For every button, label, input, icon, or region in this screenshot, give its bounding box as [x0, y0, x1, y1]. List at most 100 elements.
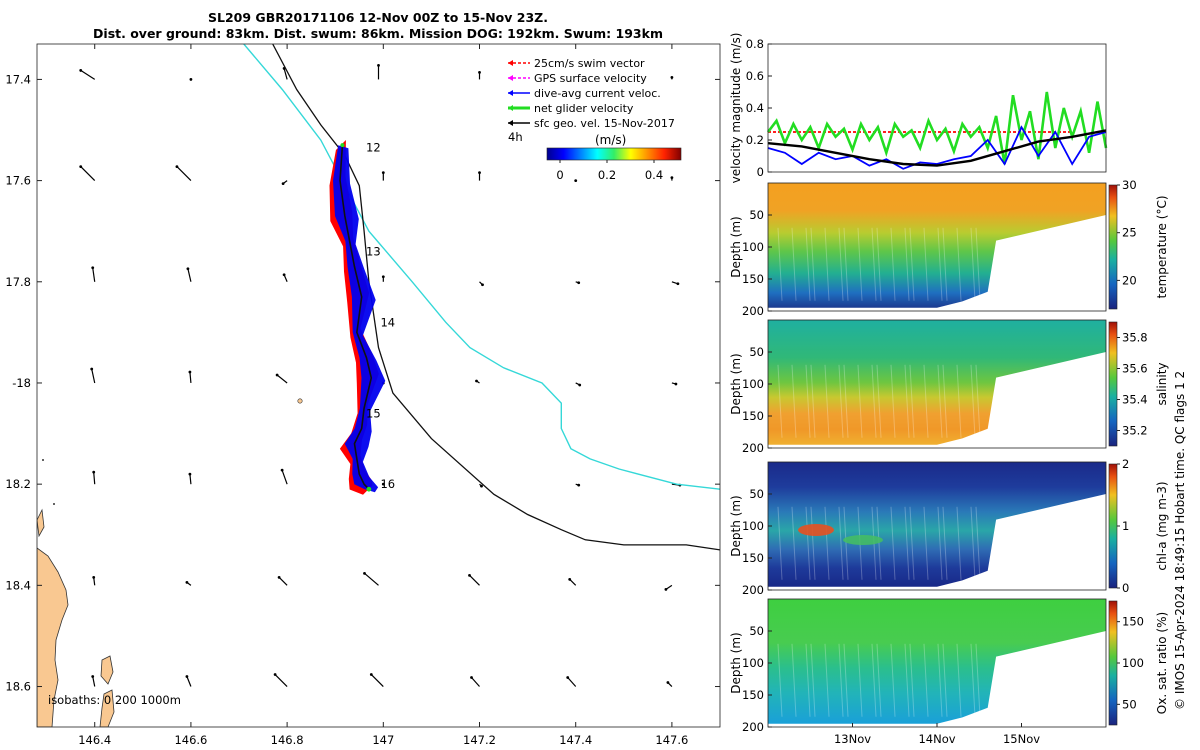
current-vector — [185, 675, 192, 687]
profile-streak — [923, 364, 929, 438]
x-tick-label: 13Nov — [834, 732, 871, 746]
colorbar-tick-label: 30 — [1122, 178, 1137, 192]
profile-streak — [843, 506, 849, 580]
section-panel-chl-a: 50 100 150 200 Depth (m) 0 1 2 chl-a (mg m-3) — [729, 457, 1169, 597]
profile-streak — [904, 364, 910, 438]
credit-text: © IMOS 15-Apr-2024 18:49:15 Hobart time.… — [1173, 371, 1187, 710]
colorbar — [1108, 321, 1118, 447]
profile-streak — [791, 643, 797, 717]
track-end-marker — [366, 486, 372, 492]
current-vector — [479, 483, 483, 488]
map-plot-area: 12 13 14 15 16 — [79, 44, 720, 687]
colorbar-tick: 0.4 — [645, 168, 663, 182]
y-tick-label: 0 — [757, 165, 764, 179]
current-vector — [478, 171, 481, 181]
profile-streak — [838, 364, 844, 438]
day-label: 14 — [380, 315, 395, 329]
svg-text:sfc geo. vel. 15-Nov-2017: sfc geo. vel. 15-Nov-2017 — [534, 117, 675, 130]
profile-streak — [909, 643, 915, 717]
current-vector — [670, 176, 674, 181]
legend-item-gps-velocity: GPS surface velocity — [508, 72, 647, 85]
track-start-marker — [340, 143, 345, 148]
x-tick-label: 146.6 — [174, 733, 207, 747]
profile-streak — [904, 227, 910, 301]
colorbar-tick: 0 — [556, 168, 563, 182]
colorbar-label: (m/s) — [595, 133, 626, 147]
section-panel-oxygen: 50 100 150 200 Depth (m) 50 100 150 Ox. sat. rat… — [729, 598, 1169, 746]
x-tick-label: 147.2 — [463, 733, 496, 747]
colorbar-tick-label: 35.8 — [1122, 331, 1148, 345]
profile-streak — [909, 364, 915, 438]
y-tick-label: 17.8 — [5, 275, 31, 289]
profile-streak — [942, 643, 948, 717]
section-panel-salinity: 50 100 150 200 Depth (m) 35.2 35.4 35.6 35.8 sali… — [729, 319, 1169, 455]
y-tick-label: 150 — [742, 551, 764, 565]
y-tick-label: 150 — [742, 688, 764, 702]
x-tick-label: 14Nov — [918, 732, 955, 746]
isobath-200m-line — [272, 44, 720, 551]
profile-streak — [942, 506, 948, 580]
profile-streak — [942, 227, 948, 301]
map-axes: 146.4 146.6 146.8 147 147.2 147.4 147.6 17.4 17.… — [5, 44, 720, 747]
profile-streak — [791, 227, 797, 301]
speed-colorbar — [546, 147, 682, 161]
current-vector — [188, 370, 192, 384]
profile-streak — [810, 506, 816, 580]
current-vector — [186, 267, 192, 282]
legend-timestep: 4h — [508, 130, 523, 144]
current-vector — [369, 673, 384, 687]
profile-streak — [857, 643, 863, 717]
current-vector — [670, 76, 674, 80]
svg-text:25cm/s swim vector: 25cm/s swim vector — [534, 57, 645, 70]
current-vector — [575, 483, 581, 487]
current-vector — [479, 281, 484, 287]
profile-streak — [970, 227, 976, 301]
current-vector — [91, 266, 96, 282]
day-label: 15 — [366, 406, 381, 420]
profile-streak — [970, 643, 976, 717]
profile-streak — [890, 364, 896, 438]
current-vector — [281, 180, 288, 186]
profile-streak — [824, 364, 830, 438]
profile-streak — [904, 643, 910, 717]
profile-streak — [857, 364, 863, 438]
legend-item-net-glider-velocity: net glider velocity — [508, 102, 634, 115]
current-vector — [468, 573, 480, 586]
day-label: 16 — [380, 477, 395, 491]
profile-streak — [909, 506, 915, 580]
y-tick-label: 50 — [749, 487, 764, 501]
profile-streak — [937, 643, 943, 717]
colorbar-tick-label: 2 — [1122, 457, 1129, 471]
chart-subtitle: Dist. over ground: 83km. Dist. swum: 86k… — [93, 26, 663, 41]
current-vector — [478, 71, 481, 80]
y-tick-label: 50 — [749, 624, 764, 638]
colorbar — [1108, 463, 1118, 589]
current-vector — [79, 69, 96, 80]
y-tick-label: 100 — [742, 240, 764, 254]
y-tick-label: 200 — [742, 583, 764, 597]
current-vector — [381, 275, 385, 282]
current-vector — [189, 78, 193, 81]
profile-streak — [791, 506, 797, 580]
profile-streak — [777, 227, 783, 301]
profile-streak — [838, 227, 844, 301]
colorbar-tick-label: 35.2 — [1122, 424, 1148, 438]
x-tick-label: 147.6 — [655, 733, 688, 747]
colorbar-label: Ox. sat. ratio (%) — [1155, 612, 1169, 714]
svg-text:GPS surface velocity: GPS surface velocity — [534, 72, 647, 85]
colorbar — [1108, 184, 1118, 310]
y-tick-label: -18 — [12, 376, 31, 390]
y-tick-label: 18.6 — [5, 680, 31, 694]
y-axis-label: Depth (m) — [729, 353, 743, 414]
colorbar — [1108, 600, 1118, 726]
glider-track-line — [339, 145, 373, 490]
y-tick-label: 0.4 — [746, 101, 764, 115]
x-tick-label: 146.4 — [78, 733, 111, 747]
y-tick-label: 200 — [742, 441, 764, 455]
current-vector — [92, 470, 96, 485]
profile-streak — [805, 364, 811, 438]
day-label: 12 — [366, 141, 381, 155]
y-tick-label: 50 — [749, 345, 764, 359]
